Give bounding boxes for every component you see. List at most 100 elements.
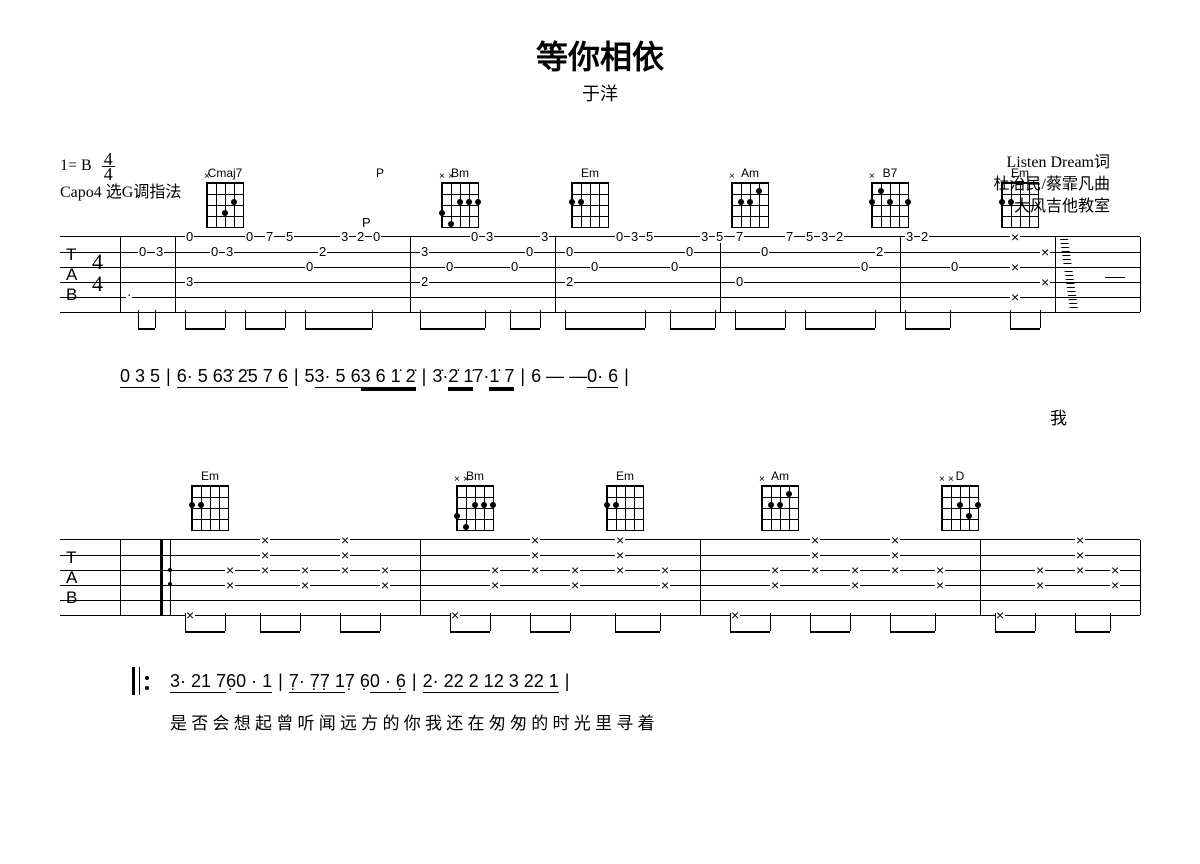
tab-x: × [770, 564, 780, 576]
tab-note: 3 [420, 246, 429, 258]
tab-x: × [340, 534, 350, 546]
chord-diagram: P [360, 166, 400, 182]
numbered-notation-2: 3· 2 1 7 6̣ 0 · 1|7̣· 7̣ 7̣ 1 7̣ 6̣ 0 · … [60, 671, 1140, 707]
tab-note: 7 [785, 231, 794, 243]
tab-x: × [530, 549, 540, 561]
tab-note: 2 [920, 231, 929, 243]
tab-note: 3 [820, 231, 829, 243]
tab-note: 3 [630, 231, 639, 243]
tab-x: × [530, 564, 540, 576]
tab-x: × [300, 564, 310, 576]
chord-diagram: Em [605, 469, 645, 531]
tab-note: 2 [420, 276, 429, 288]
tab-note: 0 [950, 261, 959, 273]
tab-note: × [1010, 261, 1020, 273]
tab-x: × [810, 534, 820, 546]
chord-diagram: D ×× [940, 469, 980, 531]
rest: — [1105, 265, 1125, 288]
tab-note: 0 [372, 231, 381, 243]
tab-x: × [890, 549, 900, 561]
tab-x: × [810, 564, 820, 576]
tab-x: × [225, 564, 235, 576]
tab-note: 2 [835, 231, 844, 243]
tab-B: B [66, 285, 77, 305]
beams-2 [60, 616, 1140, 641]
chord-diagram: Am × [730, 166, 770, 228]
tab-note: 5 [645, 231, 654, 243]
lyrics-1: 我 [60, 404, 1140, 429]
tab-x: × [340, 549, 350, 561]
tab-x: × [260, 549, 270, 561]
tab-note: 0 [445, 261, 454, 273]
capo: Capo4 选G调指法 [60, 181, 181, 205]
tab-note: 7 [735, 231, 744, 243]
tab-note: 5 [285, 231, 294, 243]
tab-A: A [66, 568, 77, 588]
tab-note: 3 [485, 231, 494, 243]
tab-note: 0 [525, 246, 534, 258]
tab-x: × [1110, 564, 1120, 576]
tab-note: 3 [340, 231, 349, 243]
tab-note: 0 [185, 231, 194, 243]
tab-note: 2 [356, 231, 365, 243]
tab-note: × [1040, 276, 1050, 288]
tab-x: × [340, 564, 350, 576]
tab-B: B [66, 588, 77, 608]
tab-note: 3 [185, 276, 194, 288]
tab-note: 0 [138, 246, 147, 258]
beams-1 [60, 313, 1140, 338]
pickup-dot: · [126, 289, 132, 301]
tab-note: 3 [225, 246, 234, 258]
tab-x: × [615, 549, 625, 561]
tab-staff-2: T A B ××××××××××××××××××××××××××××××××××… [60, 539, 1140, 616]
tab-x: × [850, 579, 860, 591]
chord-diagram: Em [190, 469, 230, 531]
lyrics-2: 是 否 会 想 起 曾 听 闻 远 方 的 你 我 还 在 匆 匆 的 时 光 … [60, 709, 1140, 734]
tab-x: × [1035, 564, 1045, 576]
tab-note: 2 [875, 246, 884, 258]
tab-x: × [1075, 564, 1085, 576]
tab-A: A [66, 265, 77, 285]
tab-T: T [66, 245, 76, 265]
tab-note: 0 [860, 261, 869, 273]
tab-note: 3 [155, 246, 164, 258]
artist: 于洋 [0, 80, 1200, 106]
tab-note: 2 [318, 246, 327, 258]
tab-x: × [380, 564, 390, 576]
system-2: T A B ××××××××××××××××××××××××××××××××××… [60, 539, 1140, 734]
tab-x: × [615, 564, 625, 576]
meta-left: 1= B 4 4 Capo4 选G调指法 [60, 152, 181, 205]
tab-note: 0 [470, 231, 479, 243]
tab-note: 7 [265, 231, 274, 243]
tab-x: × [530, 534, 540, 546]
strum-arrow [1060, 239, 1078, 309]
tab-staff-1: T A B 44 · 03030307502320320030030200350… [60, 236, 1140, 313]
tab-x: × [660, 564, 670, 576]
tab-x: × [935, 564, 945, 576]
tab-note: 0 [210, 246, 219, 258]
tab-note: 3 [905, 231, 914, 243]
tab-x: × [380, 579, 390, 591]
numbered-notation-1: 0 3 5|6· 5 63̇ 2̇ 5 7 6|5 3· 5 6 3 6 1̇ … [60, 366, 1140, 402]
chord-diagram: B7 × [870, 166, 910, 228]
tab-note: 0 [305, 261, 314, 273]
tab-x: × [660, 579, 670, 591]
tab-x: × [935, 579, 945, 591]
tab-note: 0 [685, 246, 694, 258]
tab-x: × [570, 564, 580, 576]
tab-note: 0 [615, 231, 624, 243]
tab-note: 3 [540, 231, 549, 243]
tab-x: × [225, 579, 235, 591]
tab-note: 0 [510, 261, 519, 273]
tab-note: 5 [715, 231, 724, 243]
tab-x: × [890, 534, 900, 546]
tab-note: × [1040, 246, 1050, 258]
chord-diagram: Am × [760, 469, 800, 531]
tab-x: × [260, 534, 270, 546]
system-1: T A B 44 · 03030307502320320030030200350… [60, 236, 1140, 429]
tab-x: × [490, 564, 500, 576]
tab-note: × [1010, 291, 1020, 303]
tab-x: × [300, 579, 310, 591]
chord-diagram: Em [1000, 166, 1040, 228]
key: 1= B [60, 157, 92, 174]
